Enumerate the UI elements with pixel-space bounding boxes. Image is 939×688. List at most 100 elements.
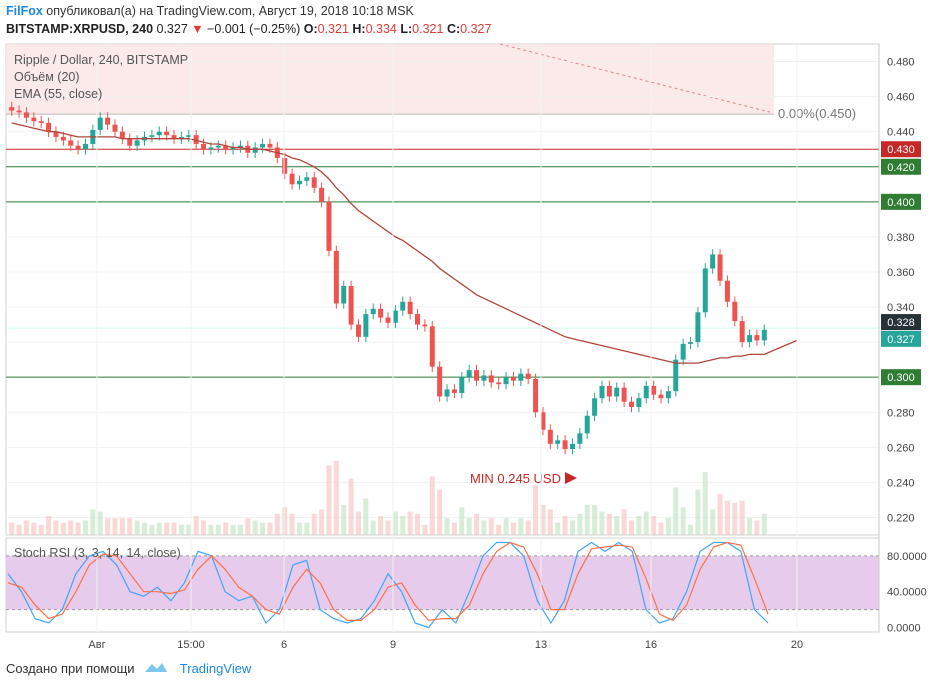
volume-bar	[732, 502, 738, 535]
stoch-line	[7, 541, 769, 622]
candle-body	[459, 377, 465, 393]
volume-bar	[274, 513, 280, 535]
price-badge-label: 0.327	[887, 334, 915, 346]
volume-bar	[105, 518, 111, 535]
candle-body	[68, 140, 74, 146]
candle-body	[665, 391, 671, 399]
volume-bar	[223, 522, 229, 535]
volume-bar	[9, 522, 15, 535]
candle-body	[31, 117, 37, 122]
volume-bar	[628, 520, 634, 535]
candle-body	[208, 147, 214, 150]
close-value: 0.327	[460, 22, 492, 36]
time-tick-label: 20	[791, 639, 803, 651]
candle-body	[38, 121, 44, 123]
volume-bar	[127, 518, 133, 535]
candle-body	[311, 177, 317, 188]
candle-body	[562, 440, 568, 450]
candle-body	[296, 180, 302, 185]
volume-bar	[16, 524, 22, 535]
volume-bar	[378, 516, 384, 535]
candle-body	[702, 268, 708, 313]
volume-bar	[702, 472, 708, 535]
candle-body	[326, 201, 332, 251]
time-tick-label: 16	[645, 639, 657, 651]
volume-bar	[296, 522, 302, 535]
price-tick-label: 0.340	[887, 302, 915, 314]
volume-bar	[68, 520, 74, 535]
candle-body	[747, 335, 753, 343]
volume-bar	[363, 498, 369, 535]
volume-bar	[739, 500, 745, 535]
volume-bar	[562, 516, 568, 535]
volume-bar	[496, 524, 502, 535]
candle-body	[658, 394, 664, 399]
candle-body	[599, 385, 605, 399]
volume-bar	[112, 518, 118, 535]
candle-body	[178, 136, 184, 139]
price-pane	[5, 43, 880, 536]
volume-bar	[311, 513, 317, 535]
min-arrow-icon	[565, 472, 577, 484]
volume-bar	[38, 524, 44, 535]
volume-bar	[23, 520, 29, 535]
stoch-rsi-legend: Stoch RSI (3, 3, 14, 14, close)	[14, 546, 181, 560]
candle-body	[341, 285, 347, 304]
volume-bar	[164, 522, 170, 535]
candle-body	[724, 280, 730, 302]
level-badge	[881, 158, 921, 175]
volume-bar	[355, 511, 361, 535]
candle-body	[437, 366, 443, 397]
candle-body	[171, 135, 177, 139]
volume-bar	[31, 522, 37, 535]
tradingview-link[interactable]: TradingView	[179, 661, 252, 676]
candle-body	[134, 140, 140, 146]
volume-bar	[621, 509, 627, 535]
volume-bar	[577, 513, 583, 535]
volume-bar	[717, 494, 723, 535]
published-text: опубликовал(а) на TradingView.com, Авгус…	[46, 4, 414, 18]
candle-body	[429, 326, 435, 367]
candle-body	[97, 117, 103, 130]
volume-bar	[673, 487, 679, 535]
price-tick-label: 0.480	[887, 57, 915, 69]
volume-bar	[540, 505, 546, 535]
tradingview-logo-icon	[145, 663, 168, 672]
stoch-tick-label: 0.0000	[887, 623, 921, 635]
stoch-band	[6, 555, 879, 610]
low-value: 0.321	[412, 22, 444, 36]
volume-bar	[437, 489, 443, 535]
candle-body	[378, 308, 384, 318]
volume-bar	[119, 518, 125, 535]
author-name[interactable]: FilFox	[6, 4, 43, 18]
volume-bar	[75, 522, 81, 535]
volume-bar	[754, 520, 760, 535]
volume-bar	[245, 518, 251, 535]
volume-bar	[636, 516, 642, 535]
candle-body	[348, 285, 354, 325]
level-badge-label: 0.430	[887, 144, 915, 156]
candle-body	[370, 308, 376, 315]
volume-bar	[533, 485, 539, 535]
volume-bar	[459, 507, 465, 535]
candle-body	[415, 314, 421, 325]
volume-bar	[555, 522, 561, 535]
candle-body	[606, 385, 612, 397]
candle-body	[193, 135, 199, 144]
price-badge-label: 0.328	[887, 317, 915, 329]
candle-body	[444, 389, 450, 397]
candle-body	[680, 343, 686, 360]
volume-bar	[348, 478, 354, 535]
min-label: MIN 0.245 USD	[470, 471, 561, 486]
volume-bar	[385, 520, 391, 535]
volume-bar	[260, 522, 266, 535]
volume-bar	[178, 524, 184, 535]
volume-bar	[665, 518, 671, 535]
candle-body	[628, 401, 634, 407]
candle-body	[688, 342, 694, 344]
volume-bar	[761, 513, 767, 535]
candle-body	[289, 173, 295, 185]
volume-bar	[481, 520, 487, 535]
volume-bar	[614, 516, 620, 535]
